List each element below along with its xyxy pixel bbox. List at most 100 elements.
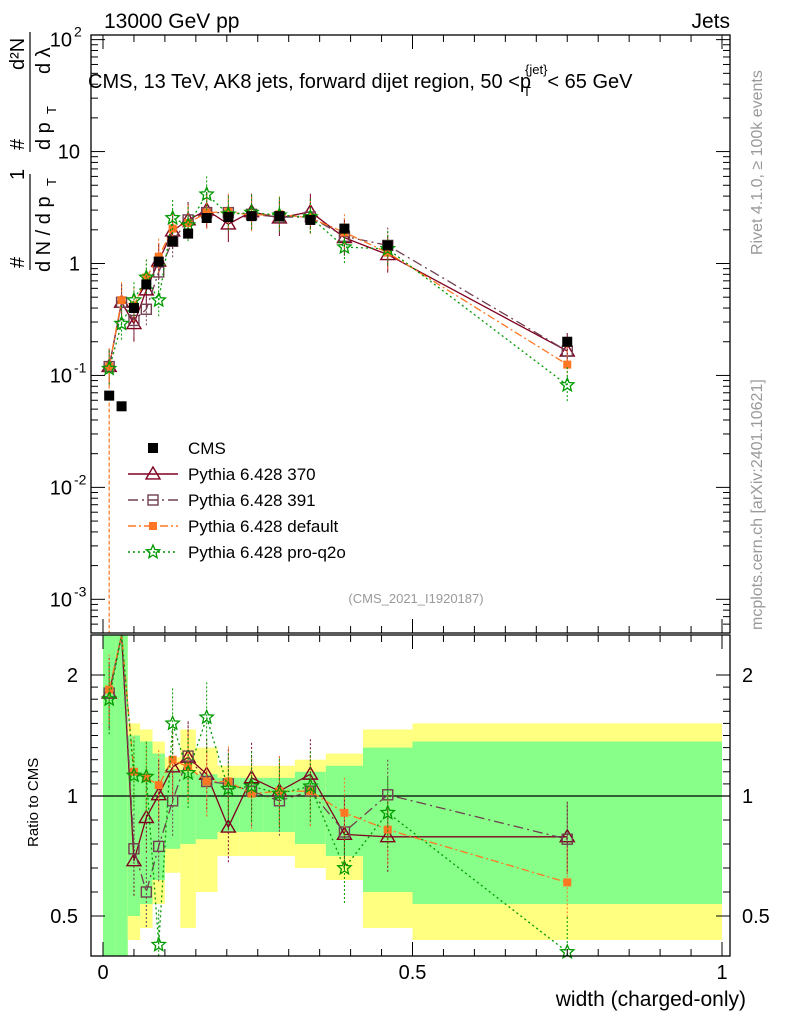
y-tick-label: 1 <box>69 254 80 276</box>
y-tick-label: 10 <box>58 142 80 164</box>
y-label-one: 1 <box>7 169 29 180</box>
series-point <box>340 808 349 817</box>
series-point <box>198 185 215 202</box>
series-point <box>202 208 211 217</box>
series-point <box>100 359 118 376</box>
legend-label: Pythia 6.428 default <box>188 517 339 536</box>
main-plot-series <box>100 176 576 633</box>
series-point <box>220 818 237 833</box>
y-label-dnpt: d N / d p <box>33 196 55 272</box>
series-point <box>336 238 353 255</box>
series-point <box>198 708 215 725</box>
data-point <box>141 279 152 290</box>
title-sup: {jet} <box>525 62 548 77</box>
series-point <box>306 787 315 796</box>
data-point <box>562 336 573 347</box>
series-point <box>153 840 165 853</box>
series-point <box>150 936 168 952</box>
header-right: Jets <box>691 10 730 33</box>
series-point <box>164 209 181 226</box>
series-point <box>144 543 162 560</box>
series-point <box>140 303 153 315</box>
series-point <box>149 522 157 530</box>
series-point <box>220 779 237 796</box>
legend-label: Pythia 6.428 370 <box>188 465 316 484</box>
series-point <box>168 755 177 764</box>
y-tick-exponent: -1 <box>74 359 87 375</box>
ratio-y-label: Ratio to CMS <box>25 758 42 847</box>
ratio-tick-label-left: 1 <box>67 786 78 808</box>
y-tick-exponent: -2 <box>74 471 87 487</box>
y-label-t2: T <box>44 106 59 114</box>
legend-marker-data <box>148 443 158 453</box>
y-label-hash2: # <box>7 138 29 150</box>
series-point <box>379 804 397 820</box>
series-point <box>336 859 353 876</box>
series-point <box>100 690 118 707</box>
data-point <box>382 240 393 251</box>
series-point <box>147 494 159 506</box>
series-point <box>561 833 573 845</box>
title-p: p <box>520 71 531 93</box>
data-point <box>167 236 178 247</box>
data-point <box>201 212 212 223</box>
analysis-watermark: (CMS_2021_I1920187) <box>348 591 483 606</box>
data-point <box>274 211 285 222</box>
series-point <box>144 465 162 480</box>
ratio-tick-label-left: 2 <box>67 665 78 687</box>
ratio-tick-label-right: 0.5 <box>742 906 770 928</box>
x-tick-label: 0 <box>97 962 108 984</box>
x-axis-label: width (charged-only) <box>555 988 746 1011</box>
ratio-line-1 <box>108 634 568 895</box>
series-line-3 <box>108 193 568 386</box>
data-point <box>183 228 194 239</box>
mcplots-label: mcplots.cern.ch [arXiv:2401.10621] <box>749 379 766 630</box>
svg-text:CMS, 13 TeV, AK8 jets, forward: CMS, 13 TeV, AK8 jets, forward dijet reg… <box>88 62 633 99</box>
y-label-hash1: # <box>7 256 29 268</box>
title-sub: T <box>523 84 531 99</box>
series-point <box>154 781 163 790</box>
series-point <box>563 878 572 887</box>
data-point <box>104 390 115 401</box>
ratio-tick-label-right: 1 <box>742 786 753 808</box>
title-prefix: CMS, 13 TeV, AK8 jets, forward dijet reg… <box>88 71 520 93</box>
y-label-t: T <box>44 178 59 186</box>
title-suffix: < 65 GeV <box>547 71 633 93</box>
series-point <box>202 777 211 786</box>
data-point <box>246 211 257 222</box>
legend: CMS Pythia 6.428 370 Pythia 6.428 391 Pythi… <box>128 439 346 562</box>
series-point <box>150 291 168 308</box>
main-frame <box>90 34 731 634</box>
series-point <box>243 777 260 794</box>
series-point <box>128 843 140 855</box>
header-left: 13000 GeV pp <box>104 10 239 33</box>
series-point <box>379 240 397 256</box>
series-point <box>140 886 153 898</box>
series-point <box>184 219 193 228</box>
y-label-dpt: d p <box>33 122 55 150</box>
rivet-version-label: Rivet 4.1.0, ≥ 100k events <box>749 70 766 255</box>
series-point <box>164 714 181 731</box>
legend-label-data: CMS <box>188 439 226 458</box>
series-point <box>125 315 143 330</box>
data-point <box>223 212 234 223</box>
legend-label: Pythia 6.428 pro-q2o <box>188 543 346 562</box>
y-label-d2n: d²N <box>7 38 29 70</box>
data-point <box>116 401 127 412</box>
series-point <box>179 764 197 781</box>
y-tick-label: 10 <box>50 477 72 499</box>
series-point <box>113 315 130 331</box>
series-point <box>271 784 288 801</box>
series-line-2 <box>108 211 568 367</box>
x-tick-label: 0.5 <box>399 962 427 984</box>
data-point <box>153 256 164 267</box>
legend-label: Pythia 6.428 391 <box>188 491 316 510</box>
series-point <box>383 825 392 834</box>
series-point <box>117 296 126 305</box>
series-point <box>302 777 319 794</box>
ratio-plot-series <box>91 634 730 960</box>
series-point <box>179 216 197 233</box>
data-point <box>128 303 139 314</box>
y-axis-label: # 1 d N / d p T # d²N d p T d λ <box>7 32 59 272</box>
